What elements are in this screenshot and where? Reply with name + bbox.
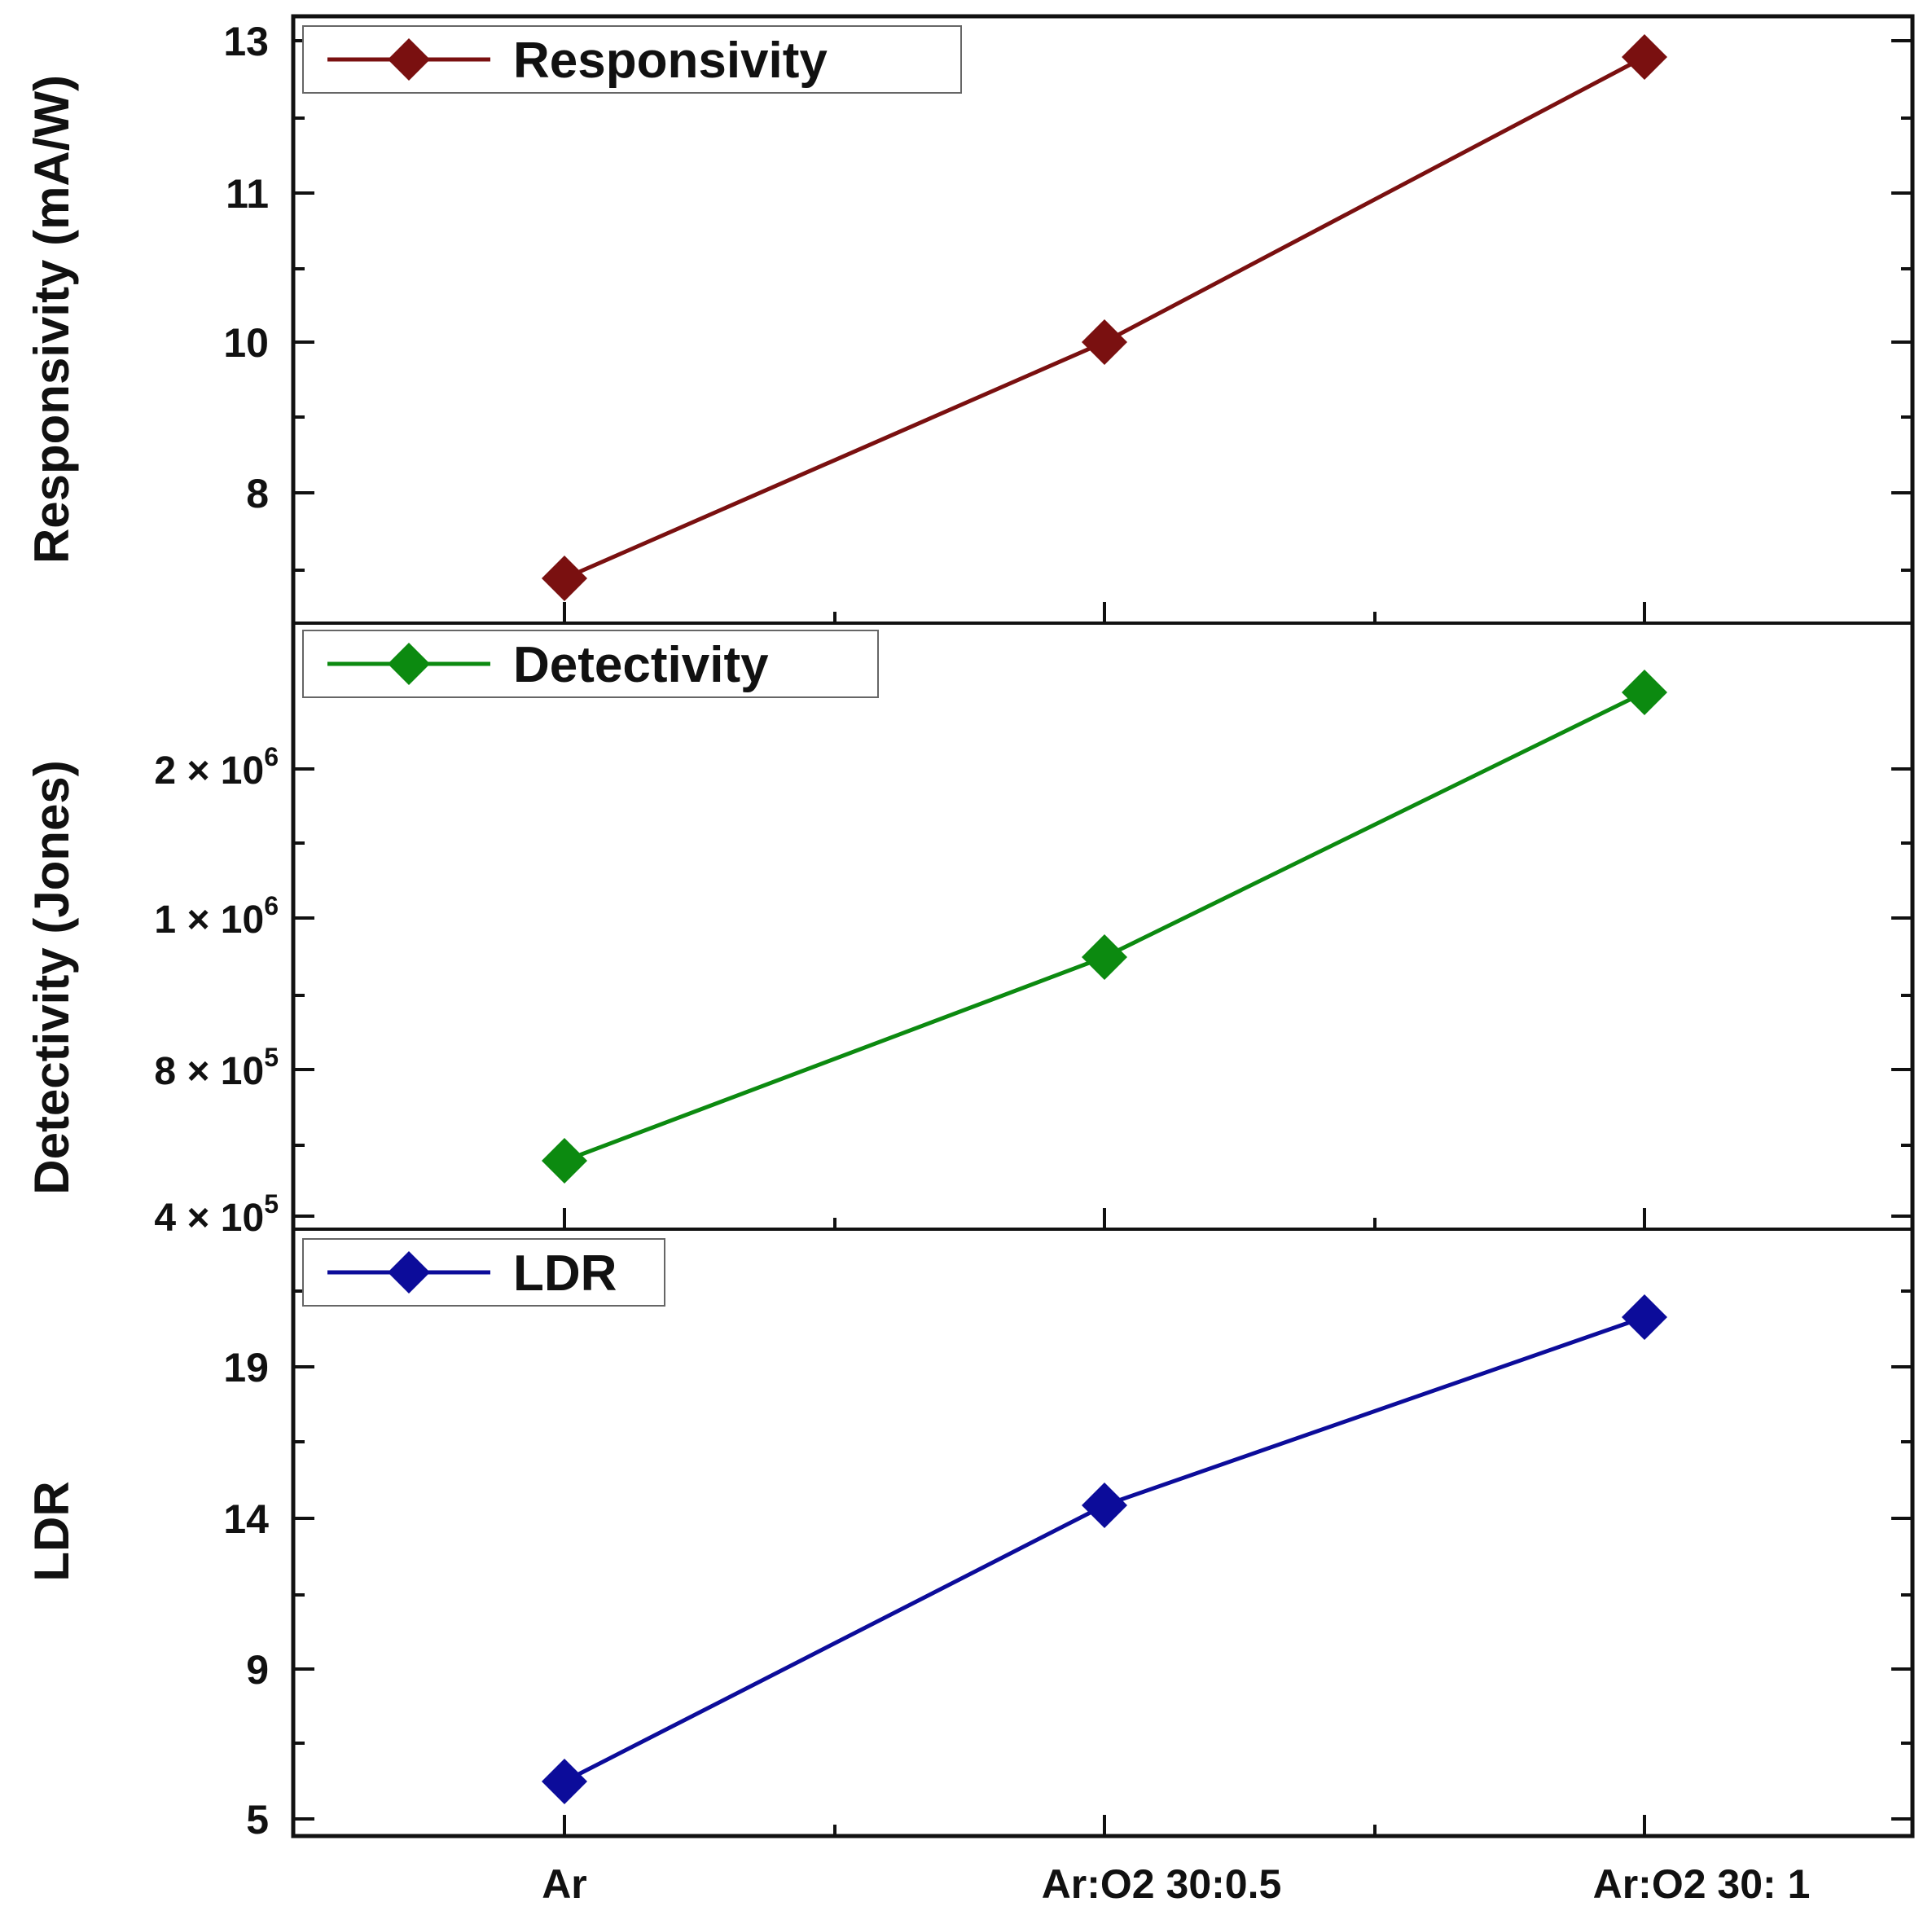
- legend-label: Responsivity: [513, 33, 828, 89]
- responsivity-tick-label: 10: [223, 320, 269, 366]
- responsivity-axis-title: Responsivity (mA/W): [24, 75, 79, 564]
- ldr-tick-label: 19: [223, 1345, 269, 1390]
- x-tick-label: Ar:O2 30:0.5: [1042, 1861, 1282, 1907]
- legend-label: LDR: [513, 1245, 617, 1302]
- ldr-legend: LDR: [302, 1238, 665, 1307]
- responsivity-tick-label: 8: [246, 471, 269, 516]
- ldr-point-0: [542, 1759, 587, 1804]
- ldr-axis-title: LDR: [24, 1481, 79, 1581]
- ldr-tick-label: 9: [246, 1647, 269, 1693]
- responsivity-legend: Responsivity: [302, 25, 962, 94]
- detectivity-axis-title: Detectivity (Jones): [24, 760, 79, 1195]
- legend-marker: [388, 38, 430, 81]
- responsivity-point-1: [1082, 319, 1127, 365]
- detectivity-point-2: [1622, 670, 1667, 715]
- legend-label: Detectivity: [513, 637, 769, 693]
- ldr-point-1: [1082, 1483, 1127, 1528]
- detectivity-point-1: [1082, 934, 1127, 980]
- responsivity-tick-label: 11: [226, 171, 269, 217]
- responsivity-point-0: [542, 556, 587, 601]
- responsivity-point-2: [1622, 34, 1667, 80]
- detectivity-tick-label: 1 × 106: [154, 891, 279, 942]
- detectivity-tick-label: 2 × 106: [154, 742, 279, 793]
- x-tick-label: Ar: [542, 1861, 587, 1907]
- ldr-tick-label: 14: [223, 1496, 269, 1542]
- legend-marker: [388, 643, 430, 685]
- detectivity-tick-label: 4 × 105: [154, 1189, 279, 1240]
- x-tick-label: Ar:O2 30: 1: [1593, 1861, 1811, 1907]
- legend-marker: [388, 1251, 430, 1294]
- responsivity-tick-label: 13: [223, 19, 269, 64]
- ldr-tick-label: 5: [246, 1797, 269, 1843]
- detectivity-tick-label: 8 × 105: [154, 1043, 279, 1093]
- detectivity-point-0: [542, 1138, 587, 1184]
- ldr-point-2: [1622, 1294, 1667, 1340]
- detectivity-legend: Detectivity: [302, 630, 879, 698]
